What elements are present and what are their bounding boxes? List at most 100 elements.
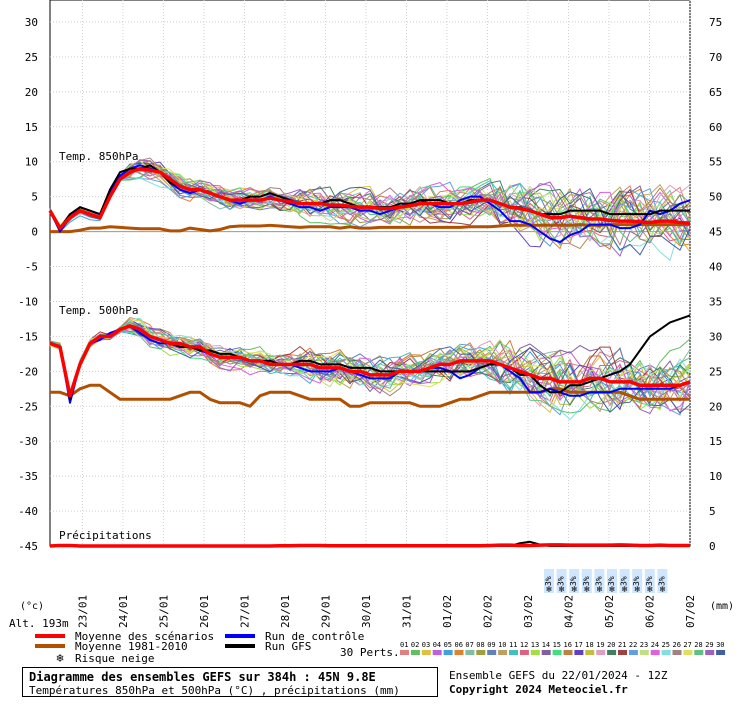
x-tick-label: 27/01 bbox=[238, 595, 251, 628]
x-tick-label: 06/02 bbox=[643, 595, 656, 628]
snow-risk-bar bbox=[594, 569, 605, 593]
series-line-t850 bbox=[50, 223, 690, 234]
y-right-tick-label: 65 bbox=[709, 86, 722, 99]
legend-label: Moyenne des scénarios bbox=[75, 630, 214, 643]
y-right-tick-label: 40 bbox=[709, 261, 722, 274]
pert-850-line bbox=[49, 177, 691, 262]
legend-swatch bbox=[225, 644, 255, 648]
snow-risk-label: 3% bbox=[594, 576, 603, 586]
chart-title: Diagramme des ensembles GEFS sur 384h : … bbox=[29, 670, 376, 684]
y-left-tick-label: -5 bbox=[25, 261, 38, 274]
y-right-tick-label: 0 bbox=[709, 540, 716, 553]
run-label: Ensemble GEFS du 22/01/2024 - 12Z bbox=[449, 669, 668, 682]
legend-pert-swatch bbox=[530, 650, 540, 655]
snowflake-icon: ❄ bbox=[660, 585, 666, 595]
series-line-t500 bbox=[49, 324, 691, 398]
legend-pert-number: 10 bbox=[498, 641, 506, 649]
panel-label: Temp. 850hPa bbox=[59, 150, 138, 163]
legend-pert-number: 27 bbox=[683, 641, 691, 649]
y-right-tick-label: 60 bbox=[709, 121, 722, 134]
snowflake-icon: ❄ bbox=[647, 585, 653, 595]
legend-pert-swatch bbox=[552, 650, 562, 655]
legend-pert-swatch bbox=[628, 650, 638, 655]
snowflake-icon: ❄ bbox=[634, 585, 640, 595]
legend-pert-swatch bbox=[716, 650, 726, 655]
snowflake-icon: ❄ bbox=[559, 585, 565, 595]
snow-risk-label: 3% bbox=[557, 576, 566, 586]
snow-risk-label: 3% bbox=[569, 576, 578, 586]
altitude-label: Alt. 193m bbox=[9, 617, 69, 630]
snowflake-icon: ❄ bbox=[56, 651, 63, 665]
x-tick-label: 30/01 bbox=[360, 595, 373, 628]
legend-pert-swatch bbox=[465, 650, 475, 655]
y-left-tick-label: 25 bbox=[25, 51, 38, 64]
x-tick-label: 03/02 bbox=[522, 595, 535, 628]
legend-pert-number: 22 bbox=[629, 641, 637, 649]
y-left-tick-label: 5 bbox=[31, 191, 38, 204]
legend-pert-number: 28 bbox=[694, 641, 702, 649]
legend-pert-number: 09 bbox=[487, 641, 495, 649]
snow-risk-label: 3% bbox=[582, 576, 591, 586]
legend-label: Run de contrôle bbox=[265, 630, 364, 643]
x-tick-label: 01/02 bbox=[441, 595, 454, 628]
chart-subtitle: Températures 850hPa et 500hPa (°C) , pré… bbox=[29, 684, 400, 697]
pert-850-line bbox=[49, 157, 691, 247]
legend-pert-number: 11 bbox=[509, 641, 517, 649]
snow-risk-label: 3% bbox=[544, 576, 553, 586]
x-tick-label: 28/01 bbox=[279, 595, 292, 628]
series-line-t500 bbox=[49, 324, 691, 404]
y-right-tick-label: 30 bbox=[709, 330, 722, 343]
legend-pert-number: 29 bbox=[705, 641, 713, 649]
legend-pert-swatch bbox=[563, 650, 573, 655]
legend-pert-number: 15 bbox=[553, 641, 561, 649]
legend-swatch bbox=[35, 644, 65, 648]
x-tick-label: 24/01 bbox=[117, 595, 130, 628]
legend-pert-swatch bbox=[672, 650, 682, 655]
y-left-tick-label: 15 bbox=[25, 121, 38, 134]
x-tick-label: 05/02 bbox=[603, 595, 616, 628]
x-tick-label: 26/01 bbox=[198, 595, 211, 628]
snow-risk-label: 3% bbox=[607, 576, 616, 586]
legend-pert-swatch bbox=[618, 650, 627, 655]
y-left-tick-label: -45 bbox=[18, 540, 38, 553]
legend-pert-swatch bbox=[705, 650, 715, 655]
legend-pert-swatch bbox=[421, 650, 431, 655]
legend-pert-swatch bbox=[498, 650, 508, 655]
legend-pert-number: 01 bbox=[400, 641, 408, 649]
y-right-tick-label: 15 bbox=[709, 435, 722, 448]
snow-risk-bar bbox=[556, 569, 567, 593]
legend-swatch bbox=[225, 634, 255, 638]
legend-pert-swatch bbox=[487, 650, 497, 655]
y-right-tick-label: 20 bbox=[709, 400, 722, 413]
legend-pert-number: 23 bbox=[640, 641, 648, 649]
legend-pert-number: 25 bbox=[662, 641, 670, 649]
plot-area bbox=[49, 0, 691, 547]
legend-pert-number: 17 bbox=[574, 641, 582, 649]
legend-pert-swatch bbox=[476, 650, 486, 655]
y-left-tick-label: -15 bbox=[18, 330, 38, 343]
title-box: Diagramme des ensembles GEFS sur 384h : … bbox=[22, 667, 438, 697]
chart-grid bbox=[49, 0, 691, 547]
legend-pert-number: 06 bbox=[455, 641, 463, 649]
series-lines bbox=[48, 164, 691, 548]
legend-pert-number: 05 bbox=[444, 641, 452, 649]
legend-pert-number: 30 bbox=[716, 641, 724, 649]
y-left-tick-label: -20 bbox=[18, 365, 38, 378]
legend-pert-swatch bbox=[574, 650, 584, 655]
series-line-t850 bbox=[48, 166, 691, 230]
legend-pert-number: 16 bbox=[564, 641, 572, 649]
legend-pert-swatch bbox=[541, 650, 551, 655]
legend-pert-swatch bbox=[432, 650, 442, 655]
x-tick-label: 25/01 bbox=[157, 595, 170, 628]
legend-pert-number: 07 bbox=[465, 641, 473, 649]
panel-label: Précipitations bbox=[59, 529, 152, 542]
x-tick-label: 07/02 bbox=[684, 595, 697, 628]
legend-label: Moyenne 1981-2010 bbox=[75, 640, 188, 653]
y-left-tick-label: 0 bbox=[31, 226, 38, 239]
y-right-tick-label: 5 bbox=[709, 505, 716, 518]
legend-pert-number: 13 bbox=[531, 641, 539, 649]
legend-pert-number: 14 bbox=[542, 641, 550, 649]
